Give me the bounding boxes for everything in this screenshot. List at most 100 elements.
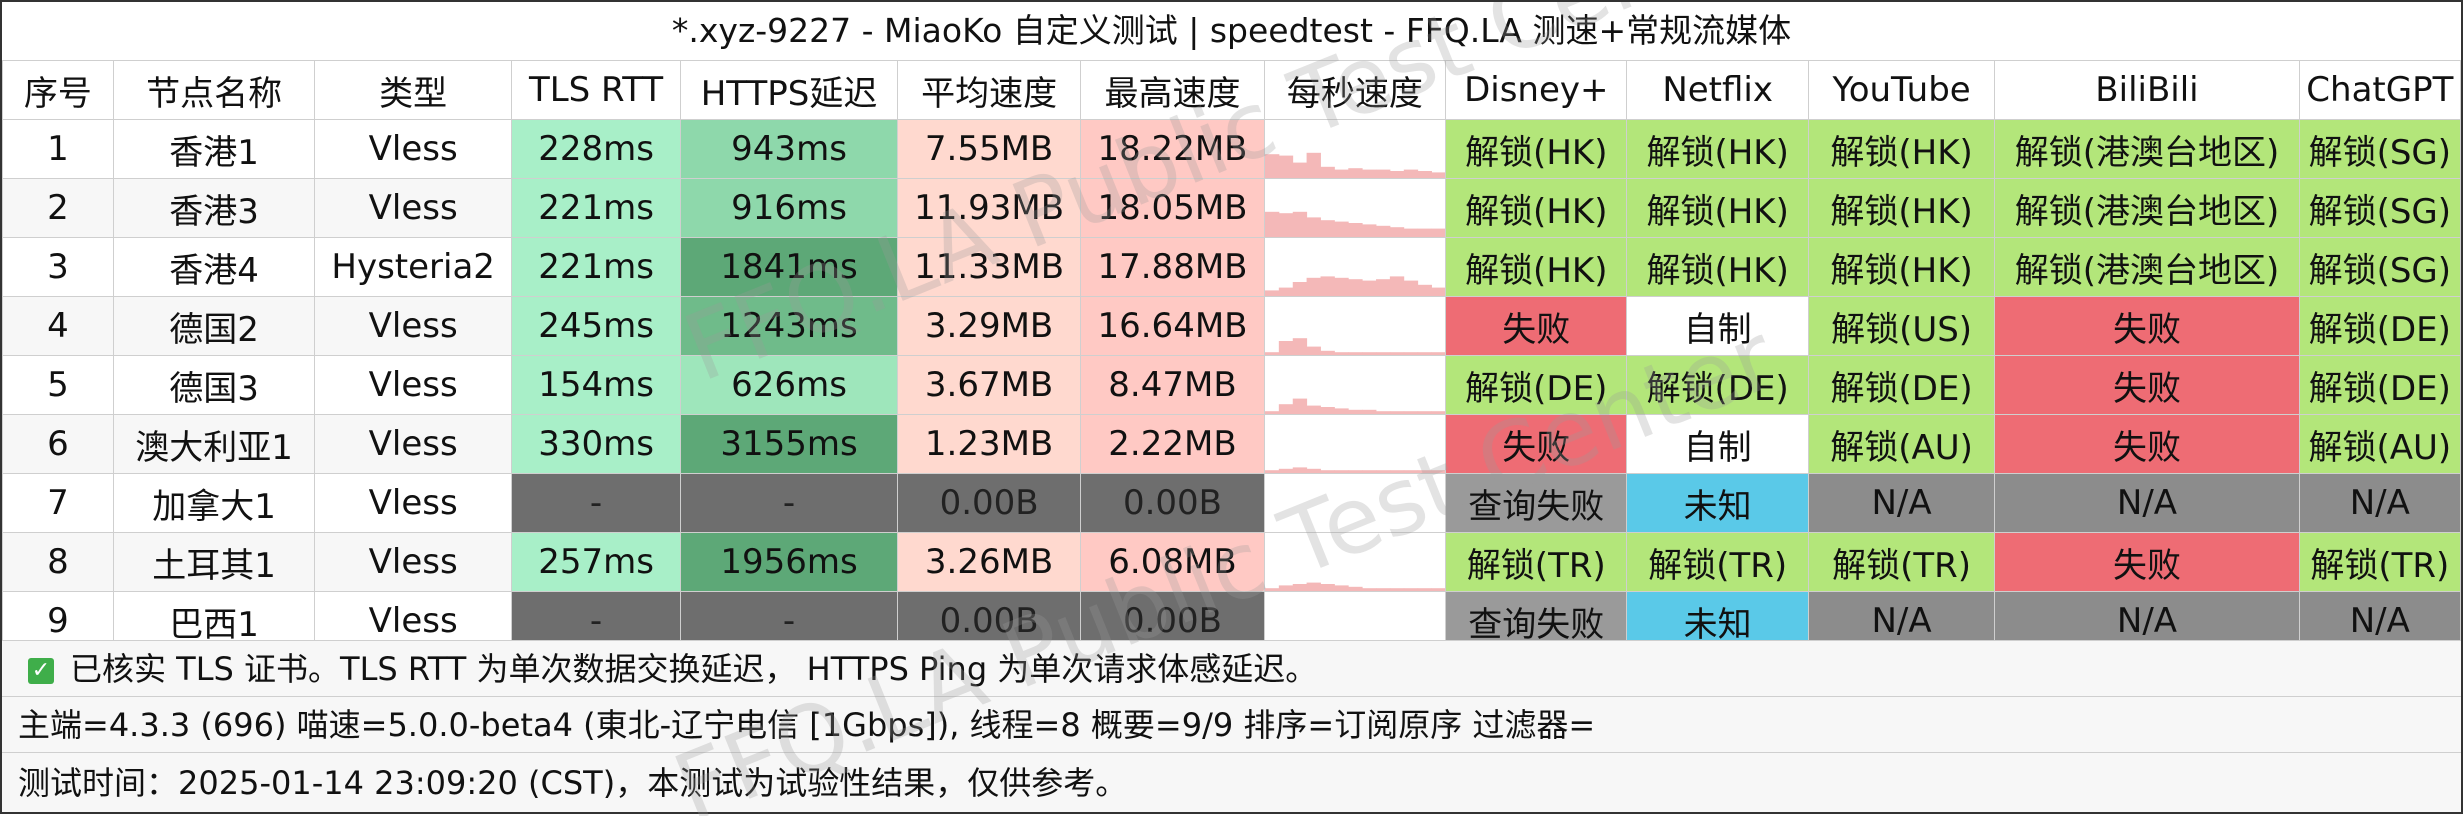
cell-per-second-speed xyxy=(1263,414,1447,474)
table-row: 8 土耳其1 Vless 257ms 1956ms 3.26MB 6.08MB 解锁(TR) 解… xyxy=(2,532,2462,592)
cell-type: Vless xyxy=(314,414,512,474)
speed-sparkline-bar xyxy=(1292,584,1307,591)
cell-tls-rtt: 228ms xyxy=(510,119,682,179)
cell-type: Hysteria2 xyxy=(314,237,512,297)
speed-sparkline-bar xyxy=(1389,227,1404,237)
cell-youtube: 解锁(HK) xyxy=(1807,237,1996,297)
speed-sparkline-bar xyxy=(1361,169,1377,178)
speed-sparkline-bar xyxy=(1320,470,1335,473)
table-row: 2 香港3 Vless 221ms 916ms 11.93MB 18.05MB 解锁(HK) 解… xyxy=(2,178,2462,238)
speed-sparkline-bar xyxy=(1306,217,1321,237)
results-body: 1 香港1 Vless 228ms 943ms 7.55MB 18.22MB 解锁(HK) 解锁… xyxy=(2,119,2462,651)
cell-index: 6 xyxy=(2,414,114,474)
speed-sparkline-bar xyxy=(1403,228,1418,237)
cell-https-latency: 3155ms xyxy=(680,414,898,474)
col-header-node-name: 节点名称 xyxy=(112,60,316,120)
cell-per-second-speed xyxy=(1263,119,1447,179)
table-row: 4 德国2 Vless 245ms 1243ms 3.29MB 16.64MB 失败 自制 解锁(… xyxy=(2,296,2462,356)
speed-sparkline-bar xyxy=(1320,407,1335,414)
speed-sparkline-bar xyxy=(1334,585,1349,591)
cell-node-name: 香港3 xyxy=(112,178,316,238)
cell-per-second-speed xyxy=(1263,178,1447,238)
cell-node-name: 加拿大1 xyxy=(112,473,316,533)
speed-sparkline-bar xyxy=(1292,282,1307,296)
cell-type: Vless xyxy=(314,178,512,238)
speed-sparkline-bar xyxy=(1431,588,1445,591)
speed-sparkline-bar xyxy=(1278,213,1293,237)
speed-sparkline-bar xyxy=(1347,470,1363,473)
speed-sparkline-bar xyxy=(1389,470,1404,473)
speed-sparkline-bar xyxy=(1278,287,1293,296)
cell-type: Vless xyxy=(314,532,512,592)
speed-sparkline-bar xyxy=(1403,169,1418,178)
cell-index: 2 xyxy=(2,178,114,238)
cell-youtube: 解锁(HK) xyxy=(1807,119,1996,179)
cell-max-speed: 16.64MB xyxy=(1080,296,1265,356)
cell-max-speed: 0.00B xyxy=(1080,473,1265,533)
cell-type: Vless xyxy=(314,296,512,356)
speed-sparkline-bar xyxy=(1403,470,1418,473)
cell-index: 3 xyxy=(2,237,114,297)
speed-sparkline-bar xyxy=(1320,276,1335,296)
speed-sparkline-bar xyxy=(1292,467,1307,473)
speed-sparkline-bar xyxy=(1334,352,1349,355)
results-table: 序号 节点名称 类型 TLS RTT HTTPS延迟 平均速度 最高速度 每秒速… xyxy=(2,60,2462,651)
speed-sparkline-bar xyxy=(1306,277,1321,296)
speed-sparkline-bar xyxy=(1347,409,1363,414)
speed-sparkline-bar xyxy=(1361,470,1377,473)
cell-netflix: 解锁(HK) xyxy=(1626,178,1809,238)
cell-tls-rtt: 257ms xyxy=(510,532,682,592)
cell-avg-speed: 11.93MB xyxy=(896,178,1082,238)
cell-node-name: 德国3 xyxy=(112,355,316,415)
speed-sparkline-bar xyxy=(1361,409,1377,414)
col-header-type: 类型 xyxy=(314,60,512,120)
col-header-avg-speed: 平均速度 xyxy=(896,60,1082,120)
speed-sparkline-bar xyxy=(1417,171,1432,178)
cell-avg-speed: 3.29MB xyxy=(896,296,1082,356)
col-header-index: 序号 xyxy=(2,60,114,120)
speed-sparkline-bar xyxy=(1361,588,1377,591)
cell-max-speed: 2.22MB xyxy=(1080,414,1265,474)
speed-sparkline-bar xyxy=(1320,350,1335,355)
speed-sparkline-bar xyxy=(1347,352,1363,355)
cell-avg-speed: 7.55MB xyxy=(896,119,1082,179)
cell-chatgpt: 解锁(DE) xyxy=(2298,355,2462,415)
speed-sparkline-bar xyxy=(1403,280,1418,296)
speed-sparkline-bar xyxy=(1403,588,1418,591)
speed-sparkline-bar xyxy=(1278,585,1293,591)
cell-chatgpt: 解锁(SG) xyxy=(2298,237,2462,297)
speed-sparkline-bar xyxy=(1265,290,1280,296)
speed-sparkline-bar xyxy=(1265,588,1280,591)
speed-sparkline-bar xyxy=(1334,277,1349,296)
cell-tls-rtt: 245ms xyxy=(510,296,682,356)
speed-sparkline-bar xyxy=(1347,279,1363,296)
speed-sparkline-bar xyxy=(1431,352,1445,355)
speed-sparkline-bar xyxy=(1306,152,1321,178)
cell-type: Vless xyxy=(314,473,512,533)
speed-sparkline-bar xyxy=(1431,287,1445,296)
cell-chatgpt: N/A xyxy=(2298,473,2462,533)
speed-sparkline-bar xyxy=(1347,223,1363,237)
speed-sparkline-bar xyxy=(1403,352,1418,355)
speed-sparkline-bar xyxy=(1320,166,1335,178)
speed-sparkline-bar xyxy=(1278,341,1293,355)
cell-https-latency: - xyxy=(680,473,898,533)
cell-disney: 解锁(HK) xyxy=(1445,119,1628,179)
cell-disney: 解锁(HK) xyxy=(1445,178,1628,238)
speed-sparkline xyxy=(1265,276,1445,296)
cell-disney: 查询失败 xyxy=(1445,473,1628,533)
speed-sparkline-bar xyxy=(1347,168,1363,178)
cell-avg-speed: 3.67MB xyxy=(896,355,1082,415)
table-row: 7 加拿大1 Vless - -0.00B 0.00B 查询失败 未知 N/A N/A N/A xyxy=(2,473,2462,533)
cell-chatgpt: 解锁(TR) xyxy=(2298,532,2462,592)
speed-sparkline-bar xyxy=(1375,470,1391,473)
cell-max-speed: 18.05MB xyxy=(1080,178,1265,238)
cell-index: 7 xyxy=(2,473,114,533)
speed-sparkline-bar xyxy=(1278,404,1293,414)
col-header-max-speed: 最高速度 xyxy=(1080,60,1265,120)
table-row: 3 香港4 Hysteria2 221ms 1841ms 11.33MB 17.88MB 解锁… xyxy=(2,237,2462,297)
col-header-bilibili: BiliBili xyxy=(1994,60,2300,120)
cell-netflix: 解锁(HK) xyxy=(1626,119,1809,179)
cell-youtube: 解锁(HK) xyxy=(1807,178,1996,238)
